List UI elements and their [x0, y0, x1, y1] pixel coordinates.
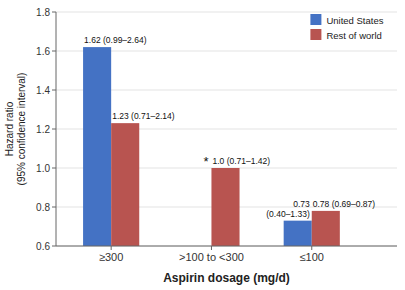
data-label: 1.23 (0.71–2.14) [112, 111, 175, 121]
x-tick-label: ≥300 [99, 251, 123, 263]
legend-swatch [310, 29, 321, 40]
x-tick-label: ≤100 [300, 251, 324, 263]
data-label: 0.78 (0.69–0.87) [313, 199, 376, 209]
y-tick [52, 90, 56, 91]
x-axis [56, 246, 397, 247]
bar [83, 47, 111, 246]
y-tick-label: 1.4 [36, 85, 50, 96]
x-tick-label: >100 to <300 [179, 251, 244, 263]
annotation: * [203, 154, 208, 169]
data-label: 1.0 (0.71–1.42) [212, 156, 270, 166]
grid-line [56, 246, 397, 247]
x-tick [211, 246, 212, 250]
grid [56, 12, 397, 246]
text-line: 0.78 (0.69–0.87) [313, 199, 376, 209]
y-tick-label: 1.6 [36, 46, 50, 57]
grid-line [56, 12, 397, 13]
text-line: Hazard ratio [4, 101, 15, 156]
x-tick [311, 246, 312, 250]
legend-label: United States [326, 15, 383, 26]
y-tick [52, 51, 56, 52]
y-tick [52, 12, 56, 13]
y-tick-label: 1.0 [36, 163, 50, 174]
y-tick [52, 207, 56, 208]
bar [312, 211, 340, 246]
y-tick-label: 0.6 [36, 241, 50, 252]
y-axis [56, 12, 57, 246]
text-line: (0.40–1.33) [266, 209, 310, 219]
bar [211, 168, 239, 246]
data-label: 0.73(0.40–1.33) [266, 199, 310, 219]
text-line: 1.62 (0.99–2.64) [84, 35, 147, 45]
bar [284, 221, 312, 246]
y-tick-label: 0.8 [36, 202, 50, 213]
legend-swatch [310, 14, 321, 25]
bar [111, 123, 139, 246]
y-axis-label: Hazard ratio(95% confidence interval) [4, 73, 27, 186]
legend-label: Rest of world [326, 30, 381, 41]
x-tick [111, 246, 112, 250]
y-tick-label: 1.2 [36, 124, 50, 135]
bars [83, 47, 340, 246]
text-line: 0.73 [293, 199, 310, 209]
y-tick-label: 1.8 [36, 7, 50, 18]
y-tick [52, 246, 56, 247]
text-line: (95% confidence interval) [16, 73, 27, 186]
chart: 0.6 0.8 1.0 1.2 1.4 1.6 1.8 ≥300 >100 to <300 ≤10… [0, 0, 405, 290]
data-label: 1.62 (0.99–2.64) [84, 35, 147, 45]
y-tick [52, 168, 56, 169]
x-axis-label: Aspirin dosage (mg/d) [163, 271, 290, 285]
text-line: 1.23 (0.71–2.14) [112, 111, 175, 121]
text-line: 1.0 (0.71–1.42) [212, 156, 270, 166]
legend: United States Rest of world [310, 14, 383, 41]
y-tick [52, 129, 56, 130]
